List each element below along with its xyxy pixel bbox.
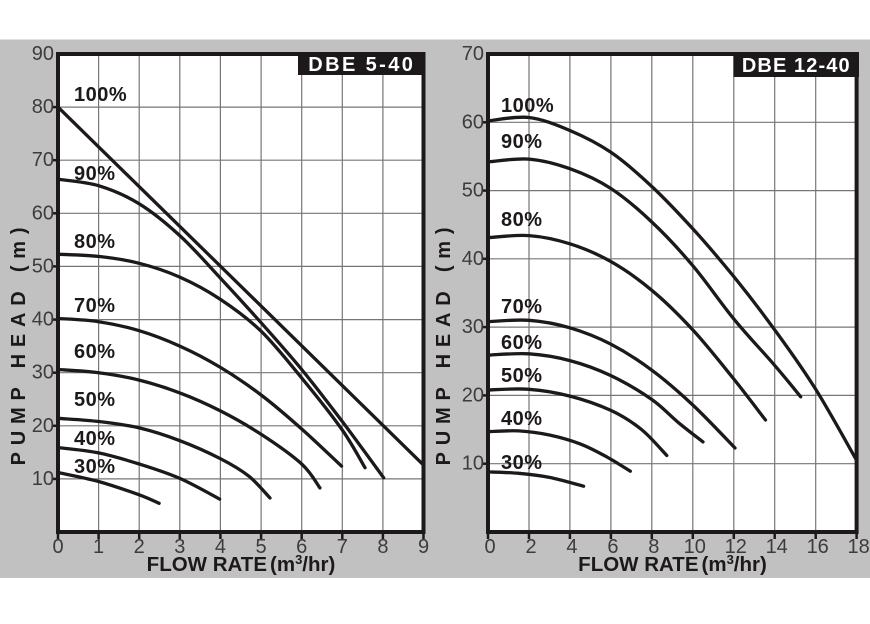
svg-text:FLOW RATE(m3/hr): FLOW RATE (m3/hr) [147, 552, 336, 576]
svg-text:40: 40 [462, 248, 484, 270]
svg-text:12: 12 [725, 536, 747, 558]
svg-text:DBE 5-40: DBE 5-40 [308, 54, 415, 76]
svg-text:2: 2 [525, 536, 536, 558]
svg-text:40%: 40% [501, 408, 543, 430]
svg-text:16: 16 [807, 536, 829, 558]
svg-text:50%: 50% [74, 389, 116, 411]
svg-text:DBE 12-40: DBE 12-40 [742, 55, 851, 77]
svg-text:10: 10 [684, 536, 706, 558]
svg-text:50%: 50% [501, 365, 543, 387]
svg-text:30%: 30% [74, 456, 116, 478]
svg-text:100%: 100% [74, 84, 127, 106]
svg-text:60%: 60% [74, 341, 116, 363]
svg-text:30: 30 [462, 316, 484, 338]
svg-text:20: 20 [462, 384, 484, 406]
svg-text:90%: 90% [74, 163, 116, 185]
svg-text:4: 4 [566, 536, 577, 558]
svg-text:10: 10 [32, 468, 54, 490]
svg-text:1: 1 [93, 536, 104, 558]
svg-text:3: 3 [174, 536, 185, 558]
svg-text:70: 70 [462, 43, 484, 65]
svg-text:2: 2 [134, 536, 145, 558]
svg-text:8: 8 [648, 536, 659, 558]
svg-text:10: 10 [462, 453, 484, 475]
svg-text:70%: 70% [74, 295, 116, 317]
svg-text:70%: 70% [501, 296, 543, 318]
svg-text:90%: 90% [501, 131, 543, 153]
svg-text:14: 14 [766, 536, 788, 558]
svg-text:80%: 80% [74, 231, 116, 253]
svg-text:30: 30 [32, 362, 54, 384]
svg-text:50: 50 [462, 180, 484, 202]
svg-text:5: 5 [256, 536, 267, 558]
svg-text:50: 50 [32, 255, 54, 277]
svg-text:60: 60 [462, 111, 484, 133]
svg-text:90: 90 [32, 43, 54, 65]
svg-text:8: 8 [377, 536, 388, 558]
svg-text:4: 4 [215, 536, 226, 558]
svg-text:80: 80 [32, 96, 54, 118]
svg-text:60: 60 [32, 202, 54, 224]
svg-text:60%: 60% [501, 332, 543, 354]
svg-text:20: 20 [32, 415, 54, 437]
svg-text:PUMP HEAD (m): PUMP HEAD (m) [433, 221, 455, 466]
svg-text:7: 7 [337, 536, 348, 558]
svg-text:0: 0 [484, 536, 495, 558]
svg-text:40%: 40% [74, 428, 116, 450]
svg-text:80%: 80% [501, 209, 543, 231]
svg-text:6: 6 [607, 536, 618, 558]
svg-text:70: 70 [32, 149, 54, 171]
svg-text:6: 6 [296, 536, 307, 558]
svg-text:18: 18 [847, 536, 869, 558]
svg-text:FLOW RATE(m3/hr): FLOW RATE (m3/hr) [578, 552, 767, 576]
svg-text:30%: 30% [501, 452, 543, 474]
svg-text:100%: 100% [501, 95, 554, 117]
svg-text:40: 40 [32, 309, 54, 331]
svg-text:0: 0 [52, 536, 63, 558]
svg-text:9: 9 [418, 536, 429, 558]
svg-text:PUMP HEAD (m): PUMP HEAD (m) [8, 221, 30, 466]
